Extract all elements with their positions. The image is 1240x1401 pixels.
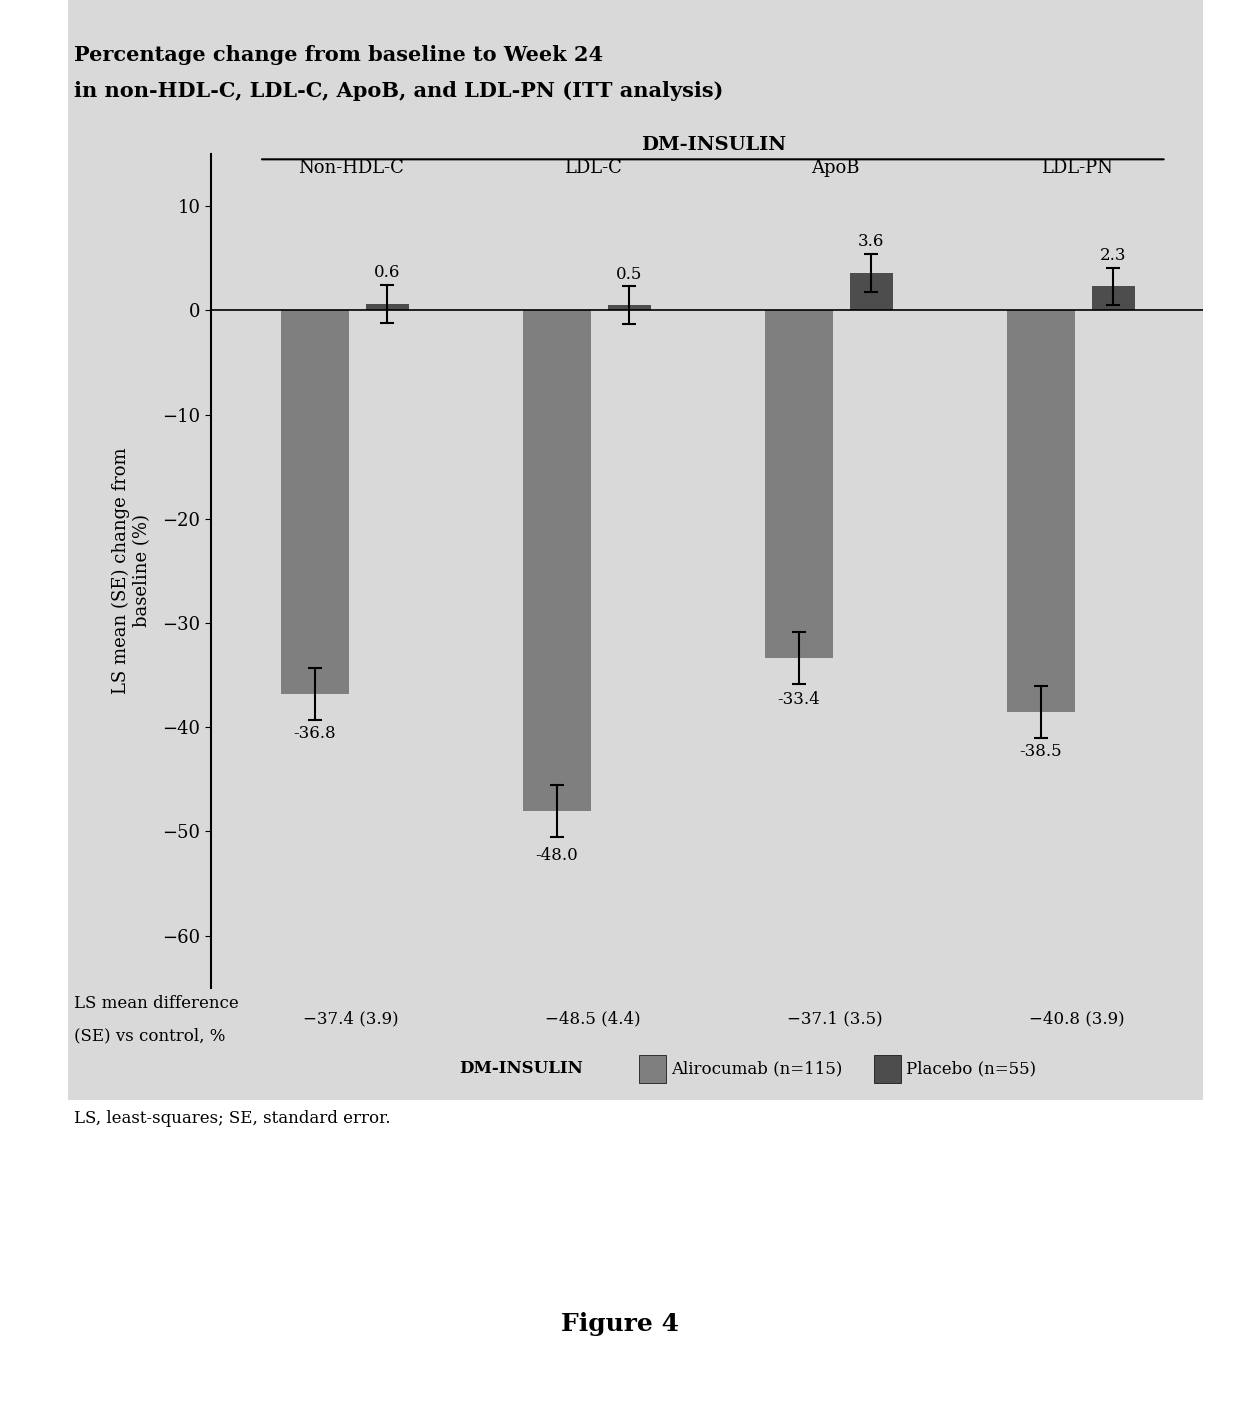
Text: in non-HDL-C, LDL-C, ApoB, and LDL-PN (ITT analysis): in non-HDL-C, LDL-C, ApoB, and LDL-PN (I… bbox=[74, 81, 724, 101]
Bar bbox=[849, 273, 893, 311]
Bar bbox=[523, 311, 590, 811]
Text: Placebo (n=55): Placebo (n=55) bbox=[906, 1061, 1037, 1077]
Text: DM-INSULIN: DM-INSULIN bbox=[641, 136, 786, 154]
Bar bbox=[608, 305, 651, 311]
Text: Figure 4: Figure 4 bbox=[560, 1311, 680, 1337]
Text: −37.1 (3.5): −37.1 (3.5) bbox=[787, 1010, 883, 1027]
Text: (SE) vs control, %: (SE) vs control, % bbox=[74, 1027, 226, 1044]
Text: -48.0: -48.0 bbox=[536, 848, 578, 864]
Text: Percentage change from baseline to Week 24: Percentage change from baseline to Week … bbox=[74, 45, 604, 64]
Text: -33.4: -33.4 bbox=[777, 691, 820, 708]
Y-axis label: LS mean (SE) change from
baseline (%): LS mean (SE) change from baseline (%) bbox=[112, 447, 151, 695]
Text: LDL-PN: LDL-PN bbox=[1042, 160, 1114, 177]
Text: -38.5: -38.5 bbox=[1019, 743, 1061, 759]
Text: Alirocumab (n=115): Alirocumab (n=115) bbox=[671, 1061, 842, 1077]
Text: −37.4 (3.9): −37.4 (3.9) bbox=[304, 1010, 399, 1027]
Text: 0.5: 0.5 bbox=[616, 266, 642, 283]
Bar bbox=[1091, 286, 1135, 311]
Text: DM-INSULIN: DM-INSULIN bbox=[459, 1061, 583, 1077]
Text: 2.3: 2.3 bbox=[1100, 247, 1126, 263]
Text: 3.6: 3.6 bbox=[858, 233, 884, 249]
Text: 0.6: 0.6 bbox=[374, 265, 401, 282]
Text: ApoB: ApoB bbox=[811, 160, 859, 177]
Bar bbox=[1007, 311, 1075, 712]
Bar bbox=[366, 304, 409, 311]
Text: −48.5 (4.4): −48.5 (4.4) bbox=[546, 1010, 641, 1027]
Text: LS mean difference: LS mean difference bbox=[74, 995, 239, 1012]
Bar bbox=[281, 311, 348, 693]
Text: −40.8 (3.9): −40.8 (3.9) bbox=[1029, 1010, 1125, 1027]
Text: LDL-C: LDL-C bbox=[564, 160, 622, 177]
Text: Non-HDL-C: Non-HDL-C bbox=[298, 160, 404, 177]
Text: -36.8: -36.8 bbox=[294, 726, 336, 743]
Text: LS, least-squares; SE, standard error.: LS, least-squares; SE, standard error. bbox=[74, 1110, 391, 1126]
Bar bbox=[765, 311, 832, 658]
